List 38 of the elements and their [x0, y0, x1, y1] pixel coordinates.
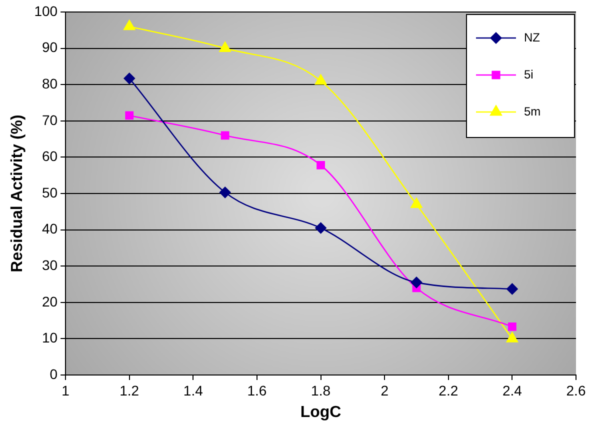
y-tick-label: 20 — [42, 293, 58, 310]
point — [124, 20, 136, 30]
point — [219, 186, 231, 198]
x-tick-label: 1.4 — [183, 382, 204, 398]
y-tick-label: 0 — [50, 366, 58, 382]
y-tick-label: 60 — [42, 148, 58, 164]
x-tick-label: 2 — [380, 382, 389, 398]
x-tick-label: 1.2 — [120, 382, 140, 398]
y-tick-label: 100 — [34, 2, 58, 19]
y-tick-label: 70 — [42, 112, 58, 128]
point — [124, 72, 136, 84]
y-tick-label: 90 — [42, 39, 58, 56]
x-tick-label: 1.8 — [311, 382, 331, 398]
x-tick-label: 1.6 — [247, 382, 267, 398]
x-tick-label: 1 — [62, 382, 70, 398]
point — [315, 222, 326, 234]
y-axis-title: Residual Activity (%) — [9, 114, 26, 272]
point — [220, 131, 230, 140]
point — [410, 198, 422, 208]
legend-label: 5m — [524, 104, 541, 118]
point — [219, 42, 231, 52]
legend-label: 5i — [524, 67, 534, 82]
point — [506, 283, 518, 295]
y-tick-label: 50 — [42, 184, 58, 200]
y-tick-label: 80 — [42, 75, 58, 92]
point — [508, 322, 516, 331]
point — [316, 161, 325, 170]
legend-label: NZ — [524, 30, 540, 44]
y-tick-label: 40 — [42, 220, 58, 237]
y-tick-label: 30 — [42, 256, 58, 273]
x-tick-label: 2.6 — [566, 382, 586, 398]
point — [314, 74, 327, 85]
x-tick-label: 2.4 — [502, 382, 522, 398]
point — [125, 111, 134, 120]
x-tick-label: 2.2 — [438, 382, 458, 398]
point — [410, 276, 422, 288]
y-tick-label: 10 — [42, 330, 58, 346]
x-axis-title: LogC — [300, 404, 342, 421]
